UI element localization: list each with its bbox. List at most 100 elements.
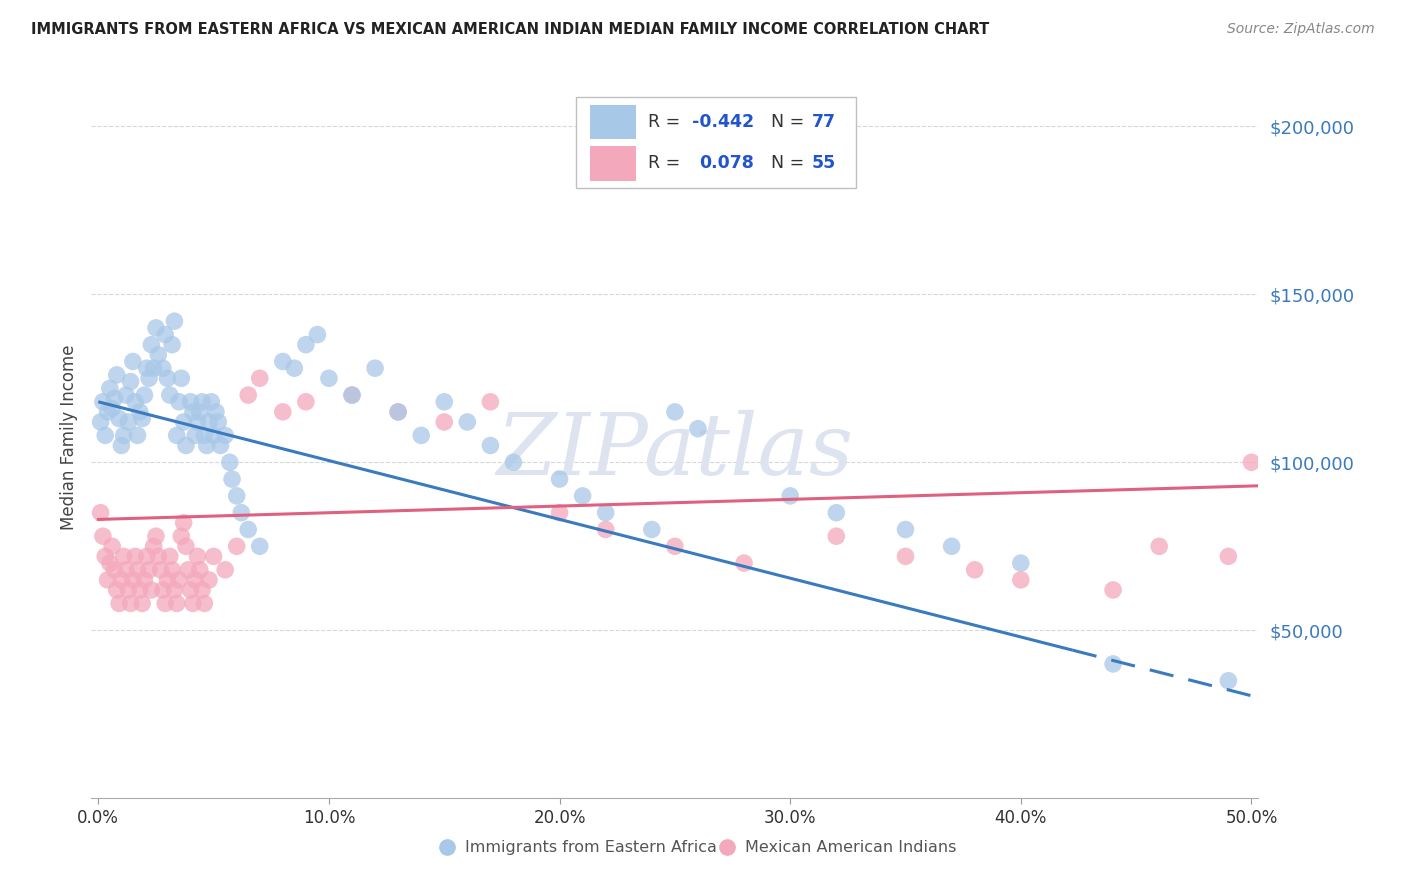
Point [186,549,208,564]
Point [94,428,117,442]
Point [112,428,135,442]
Text: Mexican American Indians: Mexican American Indians [745,840,956,855]
Point [166,428,188,442]
Point [283,361,305,376]
Point [963,563,986,577]
Point [1147,539,1170,553]
Point [117,582,139,597]
Point [98,381,121,395]
Point [91,394,114,409]
Point [307,327,329,342]
Point [941,539,963,553]
Point [115,388,138,402]
Point [225,489,247,503]
Point [108,411,131,425]
FancyBboxPatch shape [575,97,856,188]
Point [148,348,170,362]
Text: R =: R = [648,154,692,172]
Point [153,596,176,610]
Text: 0.078: 0.078 [699,154,754,172]
Point [134,388,156,402]
Point [149,563,172,577]
Point [101,401,124,416]
Point [90,415,112,429]
Text: R =: R = [648,113,686,131]
Point [202,549,225,564]
Point [108,596,131,610]
Point [159,388,181,402]
Point [894,549,917,564]
Point [193,596,215,610]
Point [127,428,149,442]
Point [103,392,125,406]
Point [152,361,174,376]
Point [387,405,409,419]
Point [456,415,478,429]
Point [122,573,145,587]
FancyBboxPatch shape [589,146,637,181]
Point [124,394,146,409]
Point [214,563,236,577]
Text: ZIPatlas: ZIPatlas [496,410,853,493]
Point [221,472,243,486]
Point [209,438,232,452]
Text: N =: N = [770,113,810,131]
Point [191,582,214,597]
Point [96,405,118,419]
Point [548,506,571,520]
Point [198,415,221,429]
Point [411,428,433,442]
Point [96,573,118,587]
Point [1218,673,1240,688]
Point [91,529,114,543]
Point [167,573,190,587]
Point [101,539,124,553]
Point [664,405,686,419]
Point [225,539,247,553]
Point [131,411,153,425]
Point [131,596,153,610]
Point [173,415,195,429]
Point [595,506,617,520]
Point [249,371,271,385]
Point [110,573,132,587]
Point [170,371,193,385]
Point [142,361,165,376]
Point [128,582,150,597]
Point [238,523,260,537]
Point [122,354,145,368]
Point [1240,455,1263,469]
Point [641,523,664,537]
Point [120,375,142,389]
Point [159,549,181,564]
Point [120,596,142,610]
Point [156,371,179,385]
Y-axis label: Median Family Income: Median Family Income [59,344,77,530]
Point [184,573,207,587]
Point [664,539,686,553]
Point [595,523,617,537]
Point [117,415,139,429]
Point [207,415,229,429]
Point [479,438,502,452]
Point [166,596,188,610]
FancyBboxPatch shape [589,104,637,139]
Point [174,438,197,452]
Point [1102,657,1125,671]
Point [181,596,204,610]
Point [894,523,917,537]
Point [141,337,163,351]
Point [98,556,121,570]
Point [387,405,409,419]
Point [188,405,211,419]
Point [1010,556,1032,570]
Point [1102,582,1125,597]
Point [686,422,709,436]
Point [177,563,200,577]
Point [205,405,228,419]
Point [163,314,186,328]
Point [174,539,197,553]
Point [340,388,363,402]
Point [128,405,150,419]
Point [733,556,755,570]
